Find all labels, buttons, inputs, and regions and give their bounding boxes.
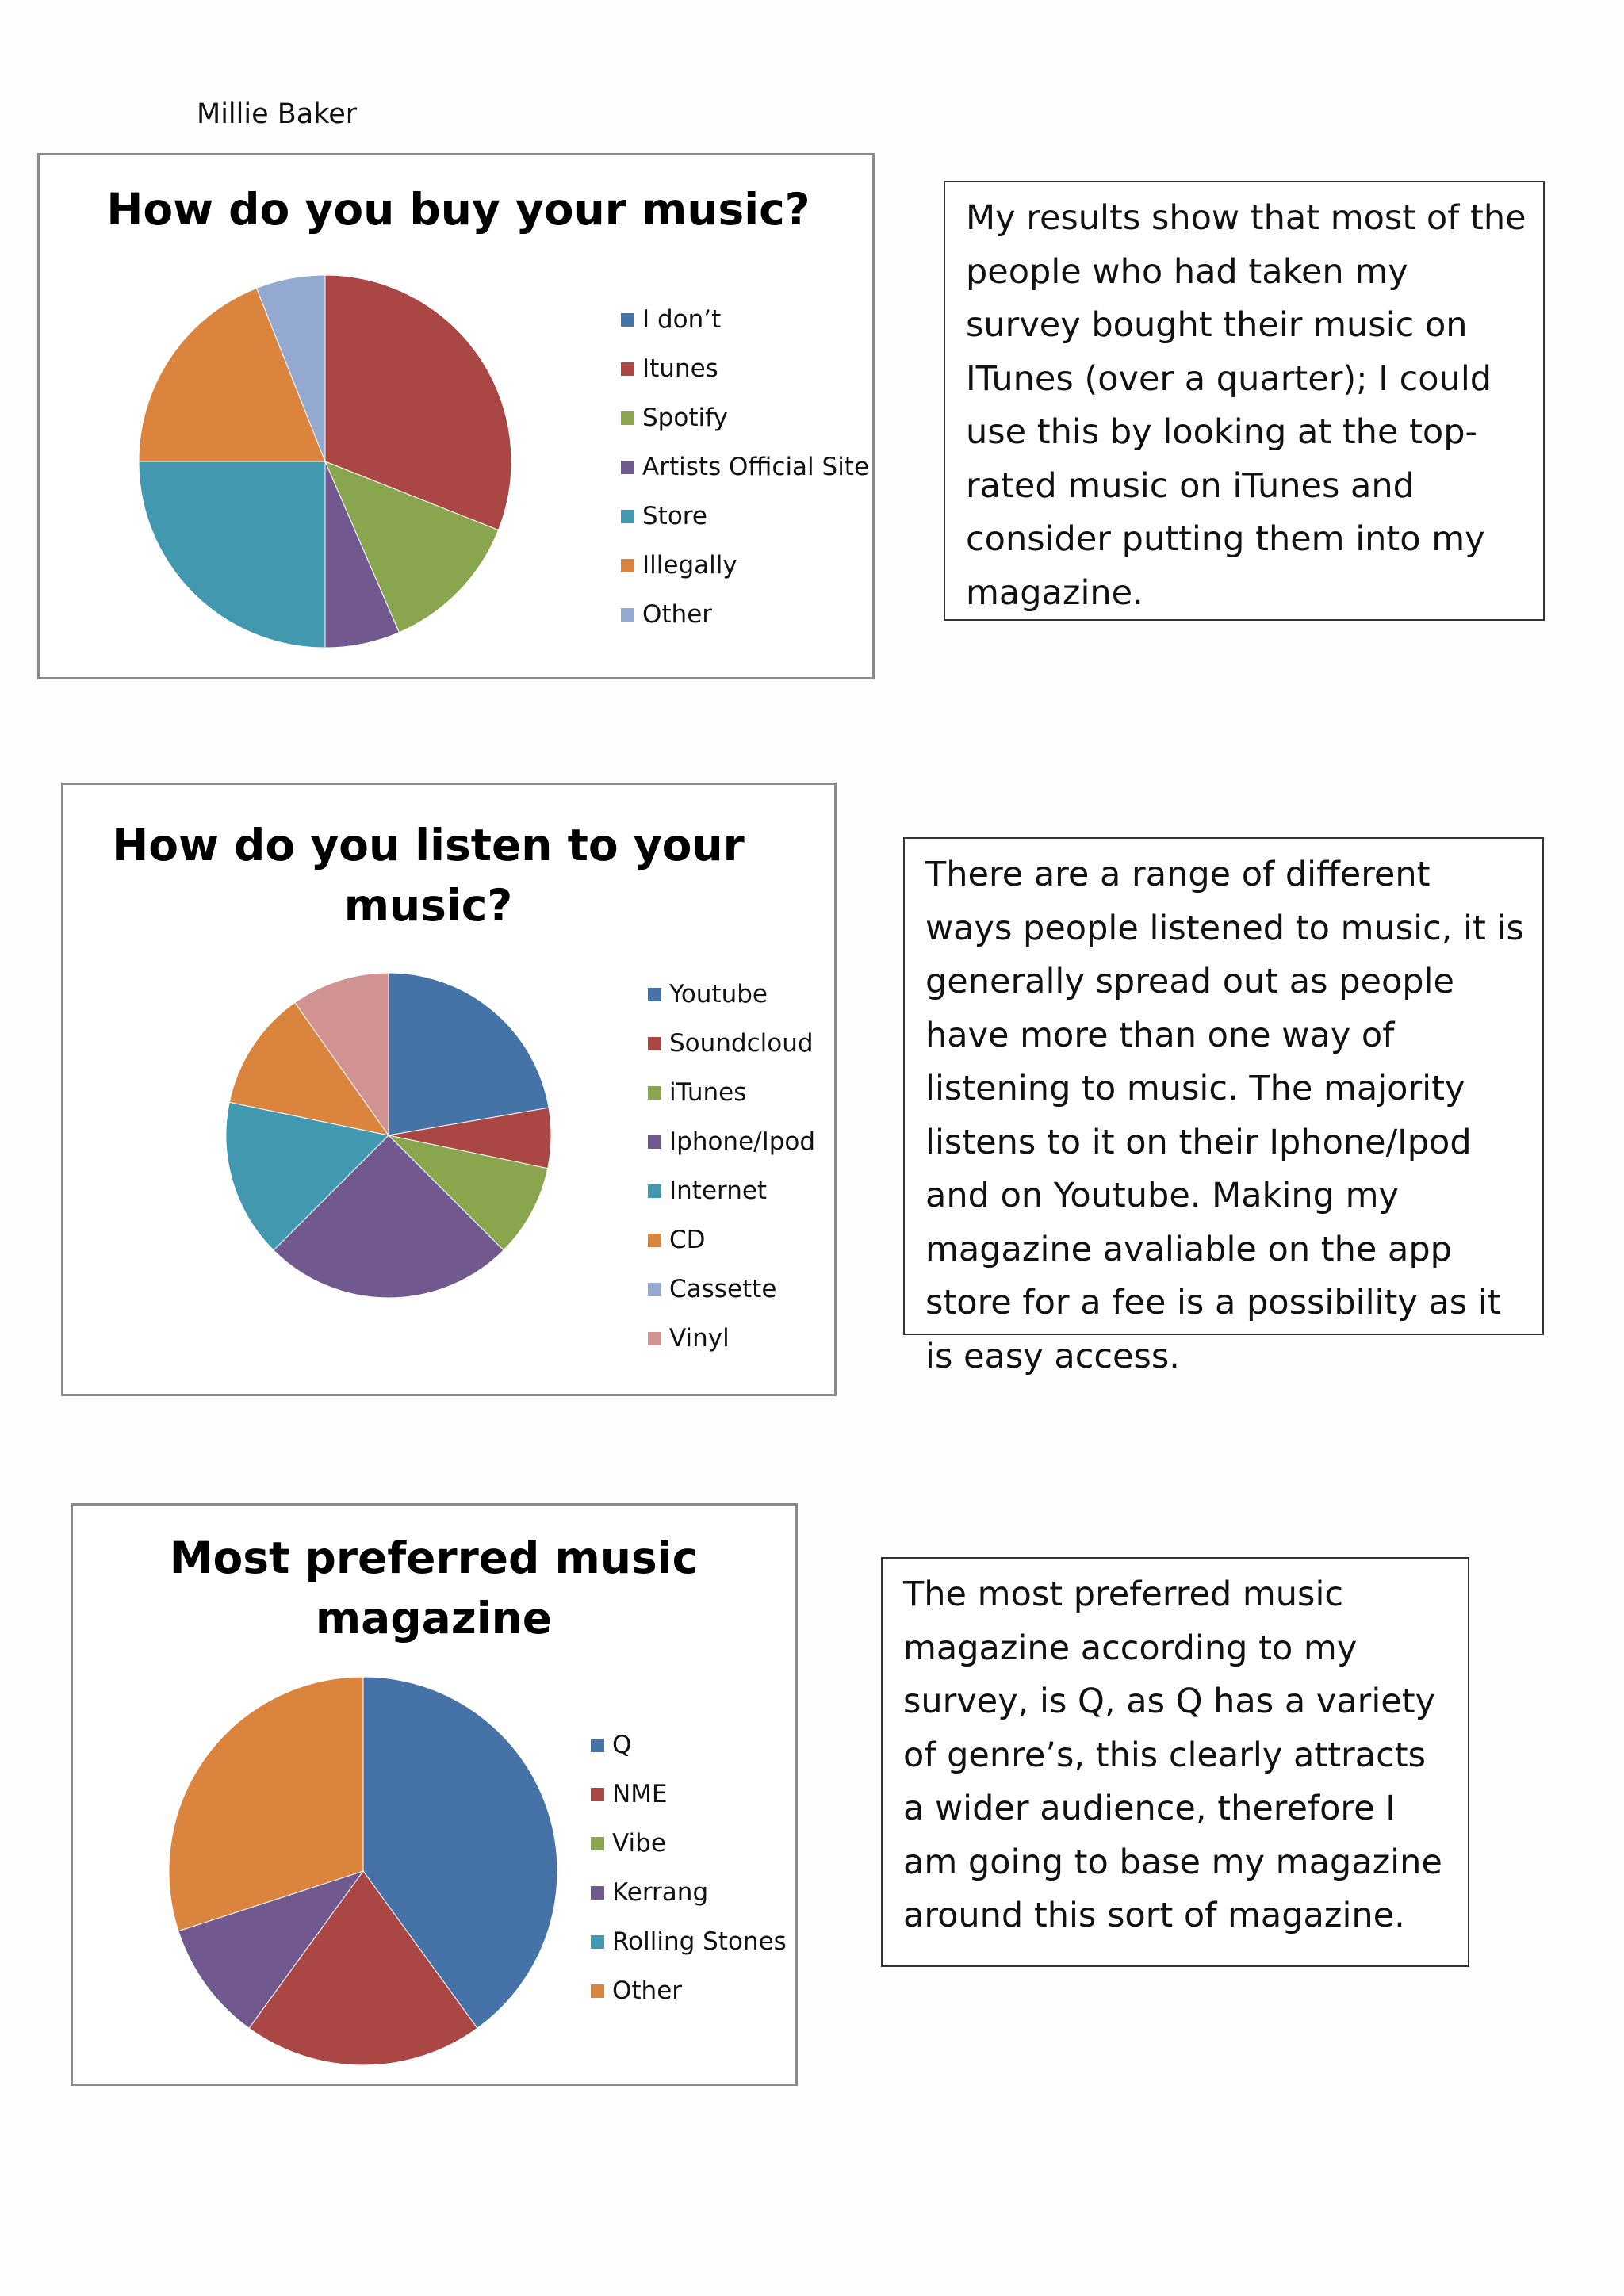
legend-swatch-icon <box>591 1738 604 1752</box>
legend-item-vibe: Vibe <box>591 1819 787 1868</box>
legend-swatch-icon <box>648 1085 661 1100</box>
legend-label: Iphone/Ipod <box>669 1127 816 1156</box>
legend-item-internet: Internet <box>648 1166 815 1215</box>
listen-music-pie <box>225 972 552 1299</box>
pie-slice-itunes <box>324 274 512 531</box>
chart-title: Most preferred music magazine <box>169 1533 699 1644</box>
legend-item-rolling-stones: Rolling Stones <box>591 1917 787 1966</box>
legend-label: iTunes <box>669 1078 747 1107</box>
legend-label: I don’t <box>642 305 722 334</box>
legend-item-q: Q <box>591 1720 787 1770</box>
legend-swatch-icon <box>648 987 661 1001</box>
author-name: Millie Baker <box>197 98 358 130</box>
chart-title: How do you buy your music? <box>106 184 810 235</box>
buy-music-pie <box>138 274 512 649</box>
legend-swatch-icon <box>648 1184 661 1198</box>
legend-label: Store <box>642 502 707 530</box>
pie-slice-youtube <box>388 972 550 1136</box>
legend-item-nme: NME <box>591 1770 787 1819</box>
pie-slice-q <box>362 1676 558 2029</box>
buy-music-legend: I don’t Itunes Spotify Artists Official Sit… <box>621 295 869 639</box>
buy-music-chart: How do you buy your music? I don’t Itunes… <box>37 153 875 679</box>
legend-label: Internet <box>669 1177 768 1205</box>
legend-item-i-don-t: I don’t <box>621 295 869 344</box>
pie-slice-cd <box>228 1001 390 1136</box>
magazine-preference-chart: Most preferred music magazine Q NME Vibe Ke… <box>71 1503 798 2086</box>
legend-swatch-icon <box>621 558 634 572</box>
magazine-preference-pie <box>168 1676 558 2066</box>
legend-swatch-icon <box>621 509 634 523</box>
legend-item-store: Store <box>621 492 869 541</box>
legend-item-youtube: Youtube <box>648 970 815 1019</box>
legend-item-soundcloud: Soundcloud <box>648 1019 815 1068</box>
legend-swatch-icon <box>648 1331 661 1345</box>
legend-item-artists-official-site: Artists Official Site <box>621 442 869 492</box>
legend-swatch-icon <box>648 1233 661 1247</box>
pie-slice-itunes <box>387 1135 549 1251</box>
pie-slice-kerrang <box>178 1870 365 2029</box>
legend-label: Soundcloud <box>669 1029 814 1058</box>
legend-label: Kerrang <box>612 1878 709 1907</box>
legend-label: Other <box>612 1976 683 2005</box>
pie-slice-vinyl <box>294 972 389 1137</box>
legend-label: Other <box>642 600 713 629</box>
legend-label: NME <box>612 1780 668 1808</box>
legend-swatch-icon <box>621 411 634 425</box>
listen-music-legend: Youtube Soundcloud iTunes Iphone/Ipod Intern… <box>648 970 815 1363</box>
legend-label: CD <box>669 1226 706 1254</box>
legend-swatch-icon <box>621 312 634 327</box>
legend-label: Artists Official Site <box>642 453 870 481</box>
legend-item-kerrang: Kerrang <box>591 1868 787 1917</box>
legend-swatch-icon <box>621 607 634 622</box>
pie-slice-nme <box>248 1870 478 2066</box>
legend-swatch-icon <box>621 362 634 376</box>
legend-item-other: Other <box>621 590 869 639</box>
legend-item-itunes: iTunes <box>648 1068 815 1117</box>
legend-item-iphone-ipod: Iphone/Ipod <box>648 1117 815 1166</box>
magazine-commentary: The most preferred music magazine accord… <box>881 1557 1469 1967</box>
legend-label: Spotify <box>642 404 728 432</box>
legend-swatch-icon <box>591 1885 604 1900</box>
legend-item-vinyl: Vinyl <box>648 1314 815 1363</box>
legend-label: Rolling Stones <box>612 1927 787 1956</box>
legend-item-spotify: Spotify <box>621 393 869 442</box>
legend-label: Q <box>612 1731 632 1759</box>
pie-slice-store <box>138 461 326 649</box>
legend-swatch-icon <box>591 1787 604 1801</box>
legend-swatch-icon <box>591 1934 604 1949</box>
legend-swatch-icon <box>648 1282 661 1296</box>
legend-item-illegally: Illegally <box>621 541 869 590</box>
legend-label: Vibe <box>612 1829 666 1858</box>
legend-item-cd: CD <box>648 1215 815 1265</box>
pie-slice-internet <box>225 1101 390 1251</box>
pie-slice-other <box>255 274 326 462</box>
legend-label: Illegally <box>642 551 737 580</box>
pie-slice-iphone-ipod <box>273 1135 504 1299</box>
legend-item-itunes: Itunes <box>621 344 869 393</box>
legend-label: Cassette <box>669 1275 777 1303</box>
magazine-preference-legend: Q NME Vibe Kerrang Rolling Stones Other <box>591 1720 787 2015</box>
legend-label: Itunes <box>642 354 718 383</box>
pie-slice-other <box>168 1676 364 1932</box>
legend-swatch-icon <box>648 1036 661 1050</box>
pie-slice-illegally <box>138 287 326 462</box>
legend-item-cassette: Cassette <box>648 1265 815 1314</box>
listen-music-commentary: There are a range of different ways peop… <box>903 837 1544 1376</box>
legend-swatch-icon <box>621 460 634 474</box>
legend-label: Youtube <box>669 980 768 1008</box>
legend-item-other: Other <box>591 1966 787 2015</box>
buy-music-commentary: My results show that most of the people … <box>944 181 1545 621</box>
chart-title: How do you listen to your music? <box>112 820 745 931</box>
legend-swatch-icon <box>591 1836 604 1850</box>
legend-label: Vinyl <box>669 1324 730 1353</box>
legend-swatch-icon <box>591 1984 604 1998</box>
pie-slice-spotify <box>324 461 500 633</box>
legend-swatch-icon <box>648 1135 661 1149</box>
listen-music-chart: How do you listen to your music? Youtube… <box>61 783 837 1396</box>
